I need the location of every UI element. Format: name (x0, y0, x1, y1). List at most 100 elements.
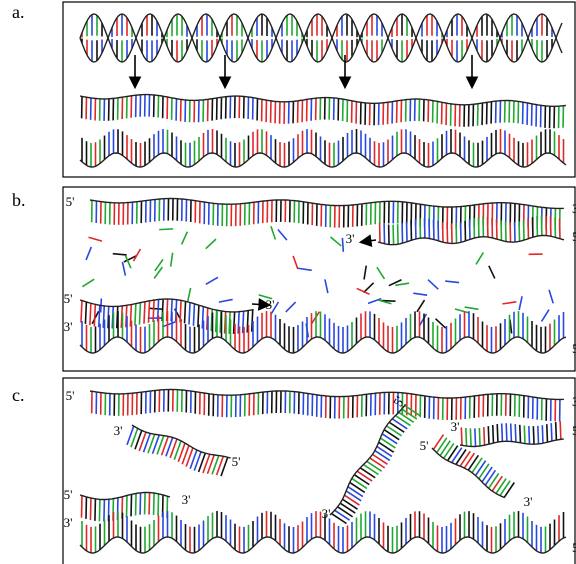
arrow (251, 298, 272, 311)
base-rung (337, 506, 354, 518)
base-rung (189, 449, 198, 470)
base-rung (342, 498, 358, 510)
strand-end-label: 5' (64, 487, 73, 502)
free-nucleotide (270, 225, 277, 240)
base-rung (369, 457, 386, 469)
base-rung (181, 445, 190, 465)
backbone (79, 13, 563, 63)
free-nucleotide (297, 267, 312, 272)
base-rung (460, 427, 463, 446)
base-rung (541, 425, 544, 444)
free-nucleotide (416, 299, 426, 313)
backbone (79, 93, 566, 107)
base-rung (376, 445, 393, 458)
base-rung (246, 310, 249, 333)
base-rung (80, 300, 83, 323)
backbone (89, 388, 564, 401)
base-rung (241, 311, 245, 334)
strand-end-label: 3' (322, 506, 331, 521)
base-rung (177, 442, 186, 463)
strand-end-label: 3' (346, 231, 355, 246)
base-rung (495, 478, 507, 494)
base-rung (173, 440, 182, 460)
free-nucleotide (153, 266, 164, 279)
free-nucleotide (277, 228, 288, 241)
free-nucleotide (377, 299, 392, 305)
base-rung (130, 428, 139, 448)
base-rung (147, 300, 151, 323)
base-rung (349, 481, 366, 494)
base-rung (505, 423, 508, 442)
base-rung (491, 475, 503, 492)
base-rung (471, 457, 483, 474)
base-rung (374, 449, 391, 462)
base-rung (134, 303, 137, 326)
strand-end-label: 5' (572, 229, 576, 244)
base-rung (366, 460, 383, 472)
strand-end-label: 3' (64, 515, 73, 530)
free-nucleotide (154, 258, 164, 272)
base-rung (228, 311, 231, 334)
base-rung (391, 418, 408, 430)
base-rung (237, 311, 240, 334)
base-rung (478, 427, 481, 446)
base-rung (467, 454, 480, 471)
backbone (89, 197, 564, 210)
panel-frame (62, 186, 576, 372)
free-nucleotide (363, 282, 375, 294)
base-rung (487, 472, 500, 489)
base-rung (465, 427, 468, 447)
base-rung (334, 509, 351, 521)
free-nucleotide (445, 280, 460, 284)
base-rung (129, 304, 133, 327)
base-rung (353, 474, 370, 486)
base-rung (138, 431, 147, 452)
base-rung (359, 467, 376, 479)
strand-end-label: 5' (420, 438, 429, 453)
strand-end-label: 5' (66, 194, 75, 209)
backbone (329, 403, 407, 516)
base-rung (362, 463, 379, 476)
base-rung (481, 466, 493, 483)
base-rung (138, 302, 142, 325)
backbone (79, 491, 171, 501)
base-rung (532, 426, 535, 445)
base-rung (134, 430, 143, 450)
base-rung (192, 303, 196, 326)
backbone (79, 13, 563, 63)
base-rung (443, 442, 455, 459)
base-rung (339, 502, 356, 514)
strand-end-label: 5' (66, 388, 75, 403)
free-nucleotide (85, 246, 93, 261)
free-nucleotide (81, 278, 95, 288)
strand-end-label: 5' (64, 291, 73, 306)
free-nucleotide (548, 289, 554, 304)
strand-end-label: 3' (266, 297, 275, 312)
base-rung (345, 490, 362, 502)
base-rung (459, 450, 471, 467)
base-rung (142, 433, 152, 453)
free-nucleotide (205, 238, 217, 250)
free-nucleotide (149, 307, 164, 310)
base-rung (97, 305, 101, 328)
strand-end-label: 5' (572, 540, 576, 555)
base-rung (474, 428, 477, 447)
base-rung (439, 440, 451, 457)
base-rung (509, 423, 513, 442)
strand-end-label: 3' (114, 423, 123, 438)
base-rung (152, 300, 155, 323)
free-nucleotide (367, 297, 382, 305)
arrow (358, 234, 377, 247)
base-rung (398, 411, 415, 423)
base-rung (126, 425, 135, 446)
strand-end-label: 5' (572, 341, 576, 356)
base-rung (379, 437, 396, 449)
artwork (79, 13, 567, 554)
base-rung (169, 438, 178, 459)
base-rung (491, 424, 495, 444)
base-rung (197, 305, 200, 328)
panel-label: c. (12, 385, 25, 405)
panel-label: a. (12, 2, 25, 22)
backbone (377, 234, 565, 246)
